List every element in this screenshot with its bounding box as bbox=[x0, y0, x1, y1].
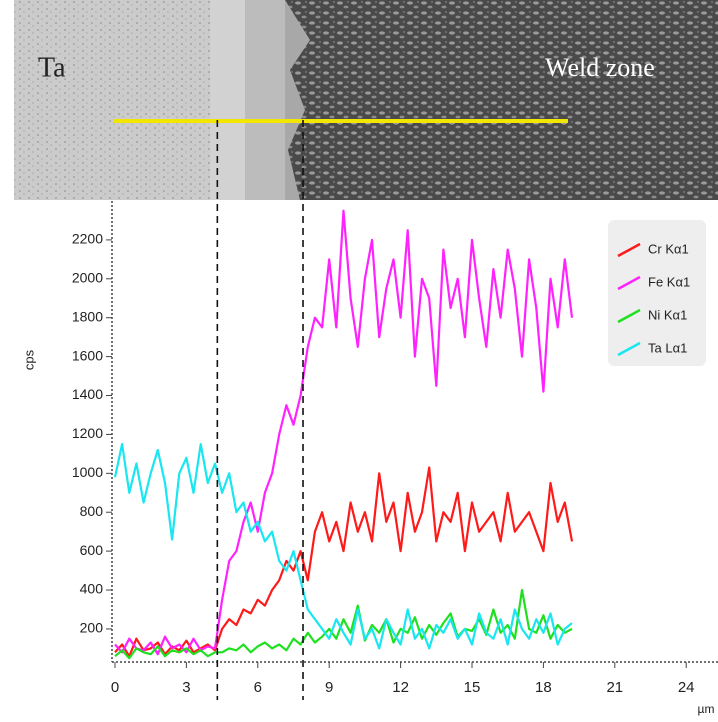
image-label: Ta bbox=[38, 52, 66, 83]
y-tick-label: 1000 bbox=[72, 464, 103, 480]
legend-box bbox=[608, 220, 706, 366]
x-tick-label: 18 bbox=[535, 679, 552, 696]
y-tick-label: 200 bbox=[80, 620, 104, 636]
series-line bbox=[114, 466, 574, 658]
x-tick-label: 0 bbox=[111, 679, 119, 696]
y-tick-label: 600 bbox=[80, 542, 104, 558]
y-axis-label: cps bbox=[21, 349, 36, 370]
x-axis-label: µm bbox=[698, 702, 715, 716]
legend-label: Cr Kα1 bbox=[648, 241, 689, 256]
legend-label: Fe Kα1 bbox=[648, 274, 690, 289]
series-line bbox=[114, 588, 573, 660]
y-tick-label: 1400 bbox=[72, 386, 103, 402]
y-tick-label: 1600 bbox=[72, 347, 103, 363]
legend-swatch bbox=[617, 275, 641, 291]
series-line bbox=[113, 443, 573, 650]
y-tick-label: 1200 bbox=[72, 425, 103, 441]
series-line bbox=[114, 209, 574, 656]
y-tick-label: 2000 bbox=[72, 270, 103, 286]
image-label: Weld zone bbox=[545, 53, 655, 82]
x-tick-label: 3 bbox=[182, 679, 190, 696]
x-tick-label: 12 bbox=[392, 679, 409, 696]
legend-swatch bbox=[617, 242, 641, 258]
x-tick-label: 6 bbox=[254, 679, 262, 696]
x-tick-label: 21 bbox=[606, 679, 623, 696]
legend-label: Ta Lα1 bbox=[648, 340, 687, 355]
y-tick-label: 1800 bbox=[72, 308, 103, 324]
sem-image: Ta Weld zone bbox=[14, 0, 718, 200]
x-tick-label: 24 bbox=[678, 679, 695, 696]
y-tick-label: 400 bbox=[80, 581, 104, 597]
x-tick-label: 9 bbox=[325, 679, 333, 696]
y-tick-label: 800 bbox=[80, 503, 104, 519]
y-tick-label: 2200 bbox=[72, 231, 103, 247]
x-tick-label: 15 bbox=[464, 679, 481, 696]
legend-swatch bbox=[617, 341, 641, 357]
legend-label: Ni Kα1 bbox=[648, 307, 687, 322]
legend-swatch bbox=[617, 308, 641, 324]
